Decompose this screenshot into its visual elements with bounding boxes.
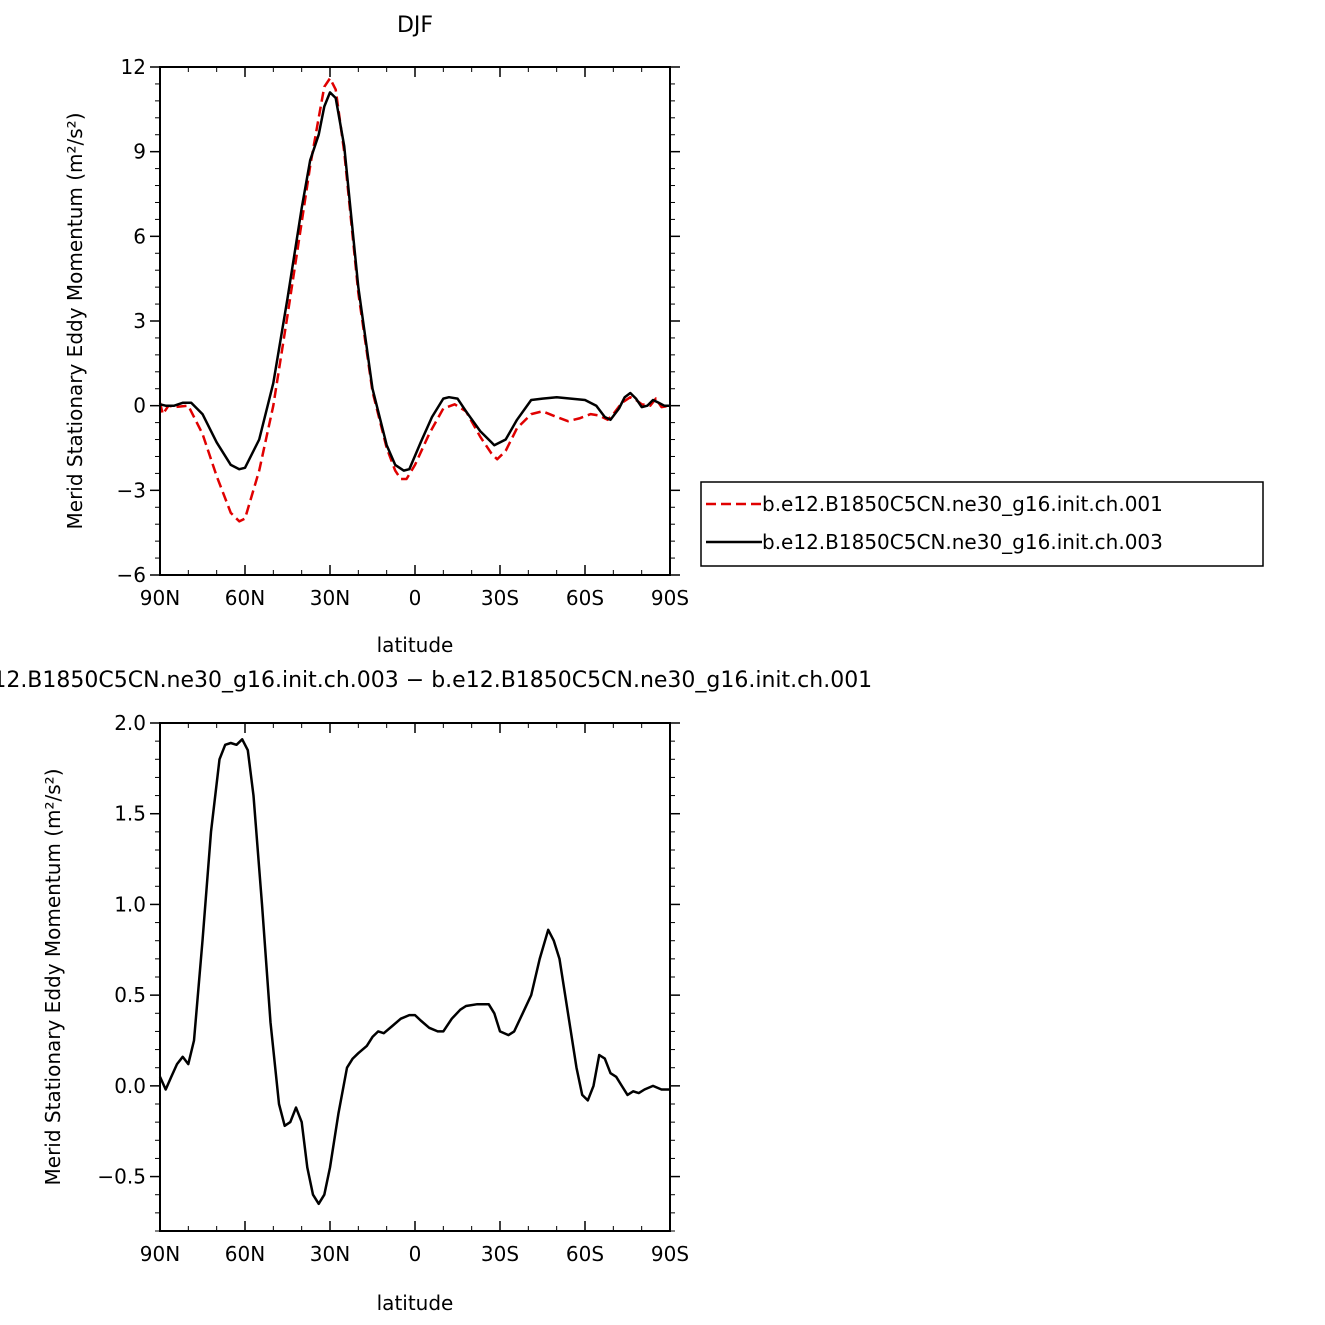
bottom-y-tick-label: −0.5 [97,1165,146,1189]
legend-box [700,481,1264,567]
top-chart-series [158,77,671,523]
bottom-x-tick-label: 30S [481,1242,519,1266]
bottom-x-tick-label: 90S [651,1242,689,1266]
top-y-tick-label: 12 [121,55,146,79]
top-chart-title: DJF [397,13,433,38]
bottom-series-line-0 [158,738,670,1206]
bottom-chart-tick-labels: 90N 60N 30N 0 30S 60S 90S −0.5 0.0 0.5 1.0 1.5 2.0 [97,711,689,1266]
bottom-y-tick-label: 1.0 [114,892,146,916]
bottom-y-tick-label: 0.0 [114,1074,146,1098]
top-x-tick-label: 90N [140,586,180,610]
bottom-chart-x-axis-label: latitude [377,1291,454,1315]
bottom-x-tick-label: 60S [566,1242,604,1266]
top-chart-frame [159,66,671,576]
top-chart-panel: DJF 90N 60N 30N 0 30S 60S 90S −6 −3 0 3 6 9 12 latitu… [63,13,689,657]
top-y-tick-label: 6 [133,224,146,248]
top-y-tick-label: 3 [133,309,146,333]
bottom-y-tick-label: 2.0 [114,711,146,735]
bottom-y-tick-label: 0.5 [114,983,146,1007]
bottom-chart-series [158,738,670,1206]
legend-label-ch001: b.e12.B1850C5CN.ne30_g16.init.ch.001 [762,492,1163,516]
top-chart-tick-labels: 90N 60N 30N 0 30S 60S 90S −6 −3 0 3 6 9 12 [117,55,690,610]
bottom-chart-y-axis-label: Merid Stationary Eddy Momentum (m²/s²) [41,769,65,1186]
top-chart-y-axis-label: Merid Stationary Eddy Momentum (m²/s²) [63,113,87,530]
legend-label-ch003: b.e12.B1850C5CN.ne30_g16.init.ch.003 [762,530,1163,554]
bottom-x-tick-label: 30N [310,1242,350,1266]
top-x-tick-label: 90S [651,586,689,610]
top-series-line-0 [158,77,671,523]
top-x-tick-label: 60N [225,586,265,610]
bottom-x-tick-label: 90N [140,1242,180,1266]
bottom-y-tick-label: 1.5 [114,802,146,826]
legend: b.e12.B1850C5CN.ne30_g16.init.ch.001 b.e… [700,481,1264,567]
bottom-chart-ticks [150,722,680,1232]
top-series-line-1 [159,91,670,472]
top-x-tick-label: 0 [409,586,422,610]
bottom-chart-panel: b.e12.B1850C5CN.ne30_g16.init.ch.003 − b… [0,668,872,1315]
bottom-chart-title: b.e12.B1850C5CN.ne30_g16.init.ch.003 − b… [0,668,872,693]
top-x-tick-label: 60S [566,586,604,610]
top-x-tick-label: 30S [481,586,519,610]
top-x-tick-label: 30N [310,586,350,610]
top-chart-ticks [150,66,680,576]
bottom-chart-frame [159,722,671,1232]
top-y-tick-label: −3 [117,478,146,502]
top-y-tick-label: −6 [117,563,146,587]
top-y-tick-label: 0 [133,394,146,418]
top-chart-x-axis-label: latitude [377,633,454,657]
top-y-tick-label: 9 [133,140,146,164]
bottom-x-tick-label: 60N [225,1242,265,1266]
bottom-x-tick-label: 0 [409,1242,422,1266]
